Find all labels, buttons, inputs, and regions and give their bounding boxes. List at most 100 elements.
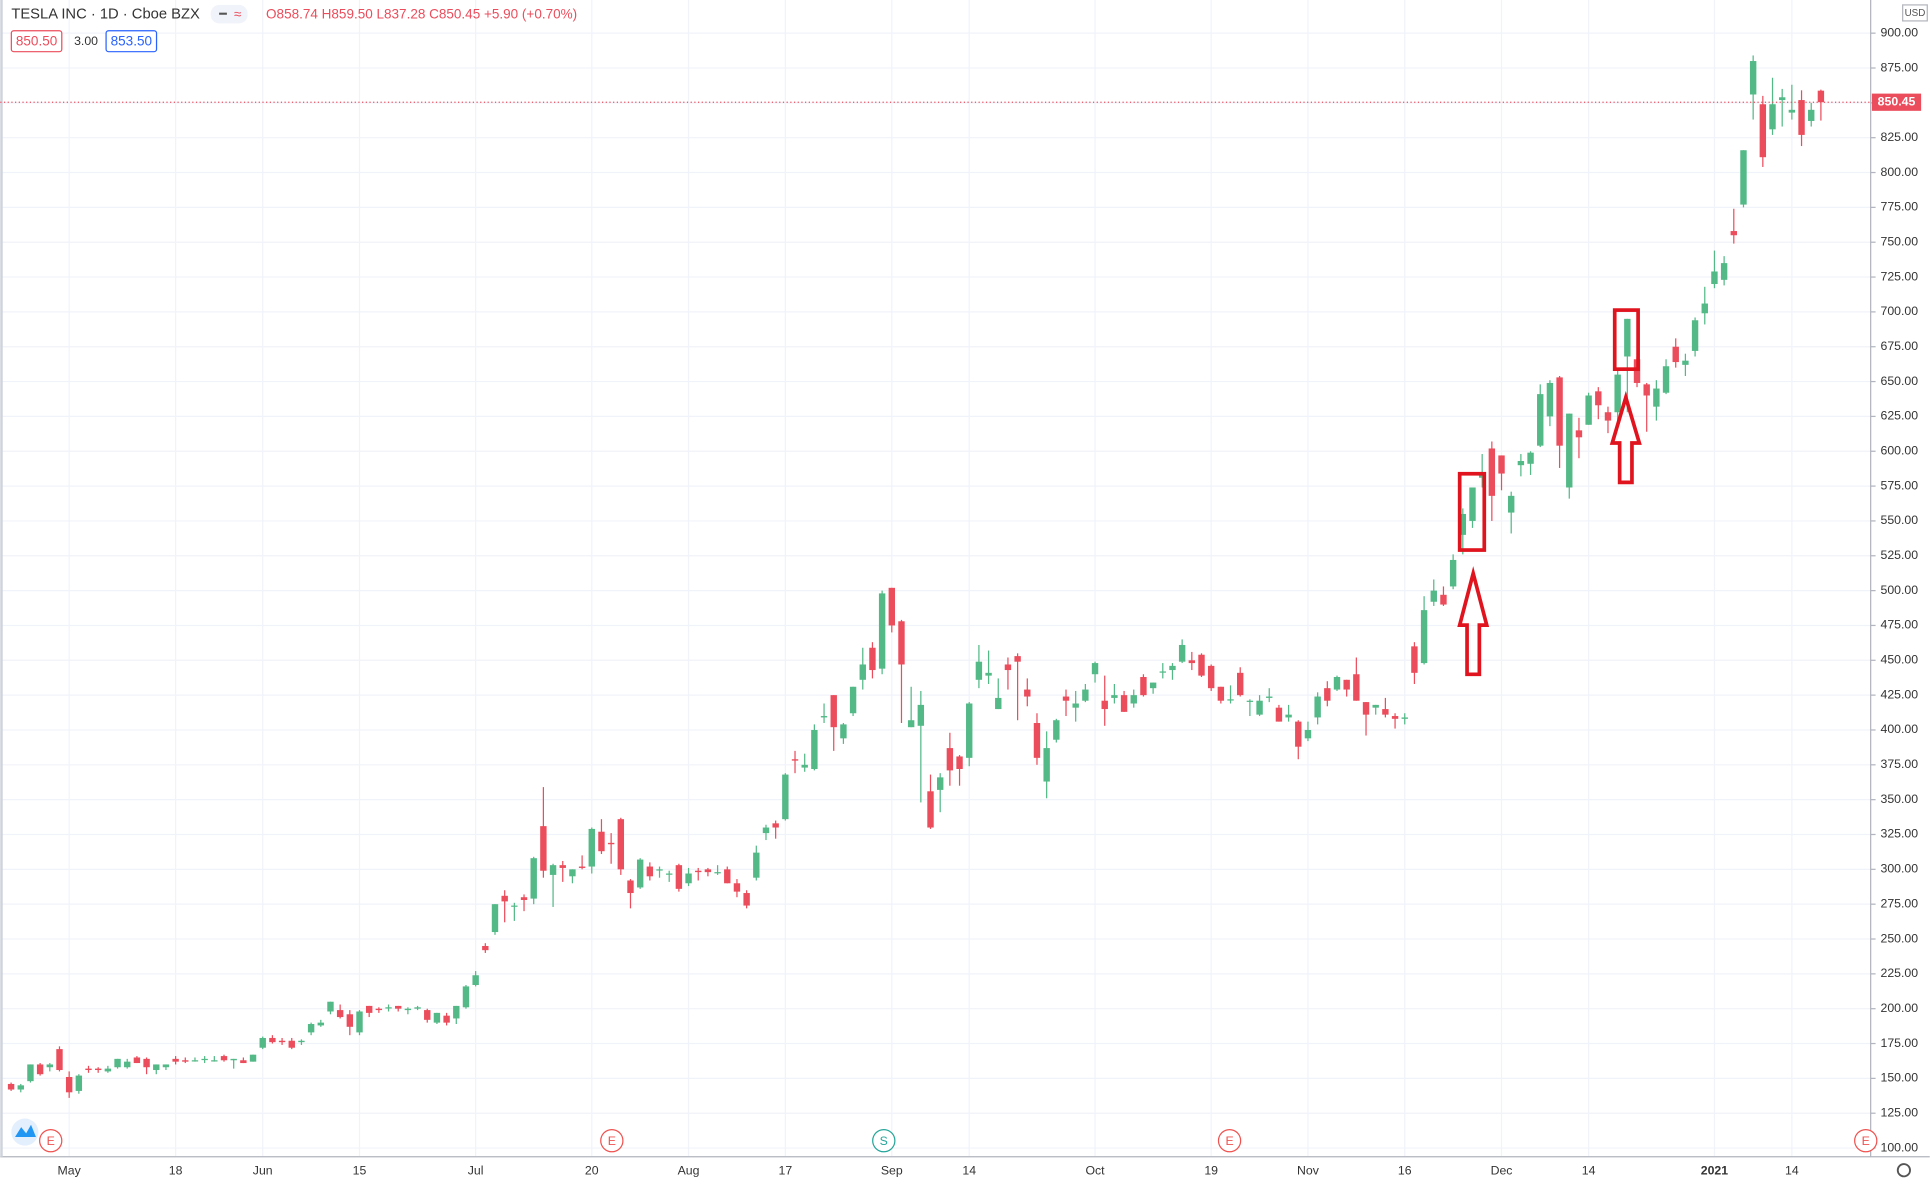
candle-body (1440, 594, 1447, 605)
candle-body (133, 1057, 141, 1064)
candle-body (1585, 395, 1592, 425)
candle-body (1517, 461, 1525, 466)
candle-body (124, 1061, 131, 1068)
bid-box[interactable] (10, 30, 63, 53)
event-label: E (1225, 1134, 1233, 1148)
arrow (1457, 566, 1490, 677)
candle-body (336, 1010, 344, 1018)
y-tick-label: 375.00 (1881, 757, 1919, 771)
y-tick-label: 650.00 (1881, 374, 1919, 388)
candle-body (1372, 704, 1379, 708)
candle-body (240, 1060, 247, 1064)
candle-body (1759, 104, 1767, 158)
candle-body (898, 621, 905, 665)
candle-body (1053, 720, 1060, 740)
y-tick-label: 625.00 (1881, 409, 1919, 423)
candle-body (714, 872, 721, 874)
candle-body (1149, 682, 1157, 689)
candle-body (946, 748, 954, 771)
candle-body (1237, 672, 1244, 696)
candle-body (1227, 699, 1234, 701)
candle-body (1653, 388, 1660, 407)
candle-body (453, 1005, 460, 1019)
candle-body (1701, 303, 1708, 314)
y-tick-label: 800.00 (1881, 165, 1919, 179)
candle-body (482, 945, 489, 951)
candle-body (859, 664, 866, 680)
y-tick-label: 450.00 (1881, 653, 1919, 667)
y-tick-label: 350.00 (1881, 792, 1919, 806)
candle-body (1198, 654, 1205, 676)
highlight-box (1612, 308, 1640, 372)
currency: USD (1905, 8, 1926, 19)
candle-body (278, 1040, 286, 1043)
candle-body (549, 865, 557, 875)
candle-body (1508, 495, 1515, 513)
x-tick-label: 20 (585, 1164, 599, 1178)
candle-body (1430, 590, 1437, 602)
y-tick-label: 825.00 (1881, 130, 1919, 144)
candle-body (782, 774, 789, 820)
candle-body (966, 703, 973, 758)
candle-body (1246, 700, 1254, 702)
y-tick-label: 475.00 (1881, 618, 1919, 632)
candle-body (172, 1058, 179, 1062)
y-tick-label: 125.00 (1881, 1105, 1919, 1119)
candle-body (1556, 377, 1563, 446)
candle-body (36, 1064, 44, 1075)
candle-body (849, 686, 857, 714)
candle-body (1798, 100, 1805, 135)
x-tick-label: 14 (1785, 1164, 1799, 1178)
candle-body (607, 842, 615, 845)
y-tick-label: 675.00 (1881, 339, 1919, 353)
candle-body (1720, 263, 1728, 280)
logo-mark (15, 1124, 36, 1138)
ohlc-readout: O858.74 H859.50 L837.28 C850.45 +5.90 (+… (266, 6, 577, 21)
x-tick-label: 19 (1204, 1164, 1218, 1178)
candle-body (1420, 610, 1428, 664)
candle-body (385, 1007, 392, 1009)
currency-box[interactable] (1902, 4, 1928, 22)
x-tick-label: Jun (253, 1164, 273, 1178)
candle-body (472, 975, 479, 986)
chart-title: TESLA INC · 1D · Cboe BZX (11, 7, 200, 23)
candle-body (1808, 109, 1815, 121)
candle-body (1295, 721, 1302, 747)
event-marker (1854, 1129, 1878, 1153)
candle-body (1740, 150, 1747, 205)
candle-body (762, 827, 770, 834)
candle-body (56, 1049, 63, 1071)
x-tick-label: 14 (962, 1164, 976, 1178)
event-label: S (880, 1134, 888, 1148)
x-tick-label: Oct (1085, 1164, 1105, 1178)
candle-body (191, 1060, 199, 1062)
candle-body (1217, 686, 1225, 701)
candle-body (85, 1068, 92, 1071)
candle-body (907, 720, 915, 728)
candle-body (1459, 513, 1467, 535)
candle-body (1449, 559, 1457, 587)
toggle-icon[interactable] (210, 4, 248, 24)
candle-body (878, 593, 886, 669)
x-tick-label: Jul (468, 1164, 484, 1178)
candle-body (636, 859, 644, 888)
candle-body (685, 873, 692, 884)
candle-body (1188, 660, 1196, 664)
candle-body (1498, 455, 1505, 474)
candle-body (811, 729, 818, 769)
candles (0, 55, 1871, 1098)
candle-body (443, 1015, 450, 1023)
ask-box[interactable] (105, 30, 158, 53)
candle-body (588, 828, 595, 867)
candle-body (1817, 90, 1825, 103)
candle-body (375, 1008, 383, 1011)
candle-body (520, 897, 528, 900)
y-tick-label: 425.00 (1881, 687, 1919, 701)
settings-icon[interactable] (1896, 1163, 1911, 1178)
candle-body (17, 1085, 24, 1090)
candle-body (1382, 709, 1389, 715)
candle-body (1527, 452, 1534, 464)
x-tick-label: Dec (1491, 1164, 1513, 1178)
candle-body (1711, 271, 1718, 285)
